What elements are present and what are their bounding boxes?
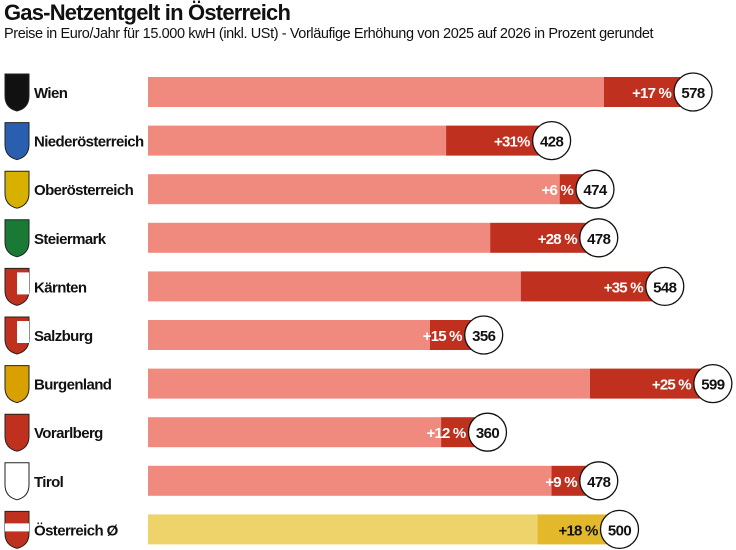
increase-label: +15 %	[423, 328, 462, 345]
coat-of-arms-icon	[4, 462, 30, 501]
shield-stripe	[17, 272, 29, 295]
increase-label: +25 %	[652, 377, 691, 394]
bar-increase	[520, 271, 665, 302]
bar-row: Österreich Ø +18 % 500	[4, 509, 640, 550]
increase-label: +28 %	[538, 231, 577, 248]
value-label: 474	[583, 182, 607, 199]
category-label: Oberösterreich	[34, 182, 134, 199]
value-label: 356	[472, 328, 495, 345]
increase-label: +17 %	[632, 85, 671, 102]
coat-of-arms-icon	[4, 122, 30, 161]
increase-label: +18 %	[559, 522, 598, 539]
increase-label: +6 %	[542, 182, 574, 199]
value-circle	[693, 363, 733, 404]
category-label: Niederösterreich	[34, 134, 144, 151]
value-circle	[645, 266, 685, 307]
value-label: 478	[587, 231, 610, 248]
value-circle	[575, 169, 615, 209]
bar-row: Steiermark +28 % 478	[4, 218, 619, 258]
bar-row: Oberösterreich +6 % 474	[4, 169, 615, 209]
value-label: 548	[653, 279, 676, 296]
coat-of-arms-icon	[4, 73, 30, 112]
value-label: 428	[540, 134, 563, 151]
category-label: Salzburg	[34, 328, 93, 345]
bar-base	[148, 174, 560, 205]
bar-increase	[589, 368, 713, 399]
chart-title: Gas-Netzentgelt in Österreich	[4, 0, 291, 25]
coat-of-arms-icon	[4, 365, 30, 404]
category-label: Vorarlberg	[34, 425, 103, 442]
category-label: Wien	[34, 85, 68, 102]
value-circle	[464, 315, 504, 355]
bar-base	[148, 514, 538, 545]
chart-subtitle: Preise in Euro/Jahr für 15.000 kwH (inkl…	[4, 26, 654, 42]
category-label: Österreich Ø	[34, 522, 119, 539]
value-circle	[531, 120, 572, 161]
value-label: 578	[681, 85, 704, 102]
bar-base	[148, 77, 604, 107]
bar-row: Kärnten +35 % 548	[4, 266, 685, 307]
value-label: 599	[701, 377, 724, 394]
increase-label: +9 %	[545, 474, 577, 491]
bar-base	[148, 368, 590, 399]
bar-base	[148, 320, 430, 350]
increase-label: +12 %	[427, 425, 466, 442]
value-circle	[579, 461, 619, 501]
coat-of-arms-icon	[4, 219, 30, 258]
bar-base	[148, 417, 442, 448]
value-circle	[579, 218, 619, 258]
increase-label: +35 %	[604, 279, 643, 296]
category-label: Tirol	[34, 474, 64, 491]
bar-row: Wien +17 % 578	[4, 72, 713, 112]
coat-of-arms-icon	[4, 170, 30, 209]
value-circle	[599, 509, 640, 550]
bar-base	[148, 465, 552, 496]
bar-base	[148, 222, 491, 253]
value-label: 500	[608, 522, 631, 539]
bar-row: Vorarlberg +12 % 360	[4, 412, 508, 452]
value-label: 360	[476, 425, 499, 442]
category-label: Steiermark	[34, 231, 107, 248]
coat-of-arms-icon	[4, 413, 30, 452]
bar-row: Salzburg +15 % 356	[4, 315, 504, 355]
bar-row: Tirol +9 % 478	[4, 461, 619, 501]
shield-stripe	[17, 321, 29, 343]
category-label: Kärnten	[34, 279, 87, 296]
bar-base	[148, 125, 447, 156]
bar-row: Niederösterreich +31% 428	[4, 120, 572, 161]
value-circle	[467, 412, 508, 452]
category-label: Burgenland	[34, 377, 112, 394]
bar-base	[148, 271, 521, 302]
shield-stripe	[5, 523, 29, 532]
value-label: 478	[587, 474, 610, 491]
bar-row: Burgenland +25 % 599	[4, 363, 733, 404]
value-circle	[673, 72, 713, 112]
increase-label: +31%	[494, 134, 530, 151]
